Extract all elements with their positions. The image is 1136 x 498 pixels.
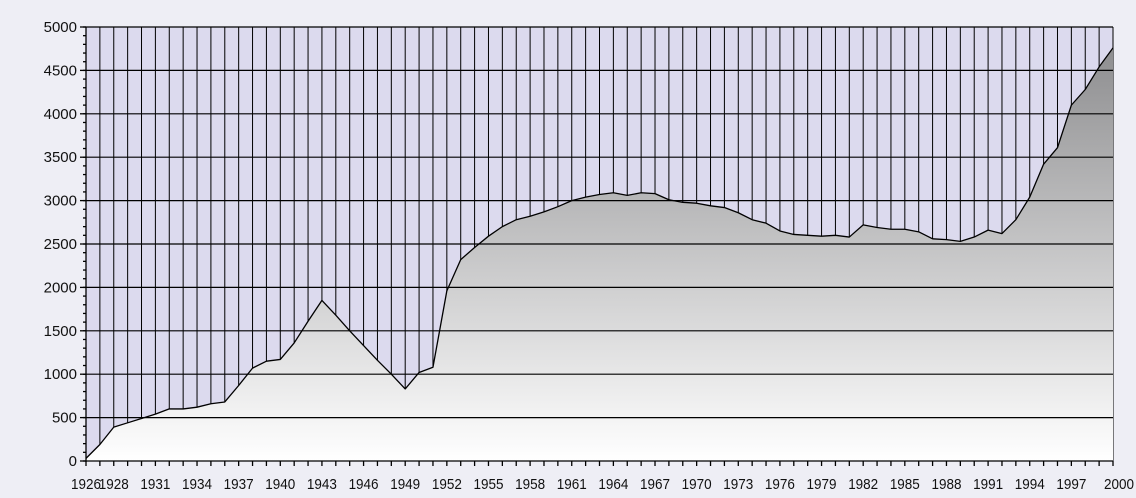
x-tick-label: 1967 [640, 476, 670, 493]
x-tick-label: 1985 [890, 476, 920, 493]
y-tick-label: 2500 [44, 236, 77, 253]
data-line [85, 47, 1114, 459]
y-tick-label: 2000 [44, 279, 77, 296]
x-tick-label: 1946 [349, 476, 379, 493]
x-tick-label: 1937 [224, 476, 254, 493]
y-tick-label: 5000 [44, 19, 77, 36]
x-tick-label: 1943 [307, 476, 337, 493]
y-tick-label: 500 [52, 410, 77, 427]
x-tick-label: 1934 [182, 476, 212, 493]
y-tick-label: 4000 [44, 106, 77, 123]
y-axis-tick-labels: 0 500 1000 1500 2000 2500 3000 3500 4000 4500 5000 [44, 19, 77, 470]
x-tick-label: 1955 [473, 476, 503, 493]
y-tick-label: 0 [69, 453, 77, 470]
x-tick-label: 1958 [515, 476, 545, 493]
x-tick-label: 1928 [99, 476, 129, 493]
y-tick-label: 3500 [44, 149, 77, 166]
x-tick-label: 1973 [723, 476, 753, 493]
x-tick-label: 2000 [1104, 476, 1134, 493]
axes [80, 26, 1114, 466]
horizontal-gridlines [86, 26, 1113, 419]
y-tick-label: 4500 [44, 62, 77, 79]
y-tick-label: 1000 [44, 366, 77, 383]
x-tick-label: 1964 [598, 476, 628, 493]
x-tick-label: 1961 [557, 476, 587, 493]
x-tick-label: 1994 [1015, 476, 1045, 493]
x-tick-label: 1949 [390, 476, 420, 493]
data-area [86, 47, 1113, 461]
x-tick-label: 1988 [931, 476, 961, 493]
x-tick-label: 1952 [432, 476, 462, 493]
x-tick-label: 1976 [765, 476, 795, 493]
x-tick-label: 1991 [973, 476, 1003, 493]
x-tick-label: 1982 [848, 476, 878, 493]
y-tick-label: 1500 [44, 323, 77, 340]
x-tick-label: 1931 [140, 476, 170, 493]
x-tick-label: 1970 [682, 476, 712, 493]
y-tick-label: 3000 [44, 193, 77, 210]
x-tick-label: 1940 [265, 476, 295, 493]
x-tick-label: 1997 [1056, 476, 1086, 493]
x-tick-label: 1979 [807, 476, 837, 493]
x-tick-label: 1926 [71, 476, 101, 493]
